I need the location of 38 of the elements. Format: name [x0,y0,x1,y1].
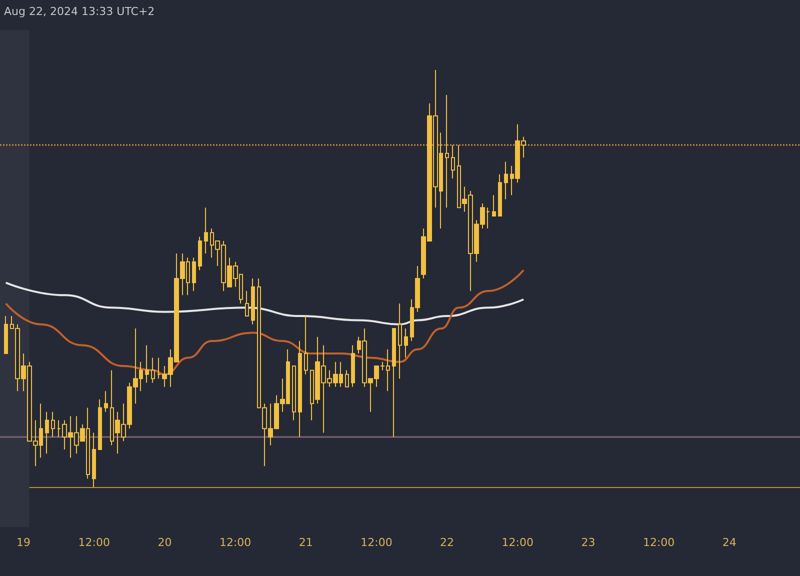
candlestick [4,316,8,354]
x-tick-label: 19 [16,536,31,549]
x-tick-label: 12:00 [502,536,534,549]
x-tick-label: 22 [440,536,454,549]
candlestick [198,236,202,271]
candlestick [392,328,396,438]
candlestick [92,432,96,488]
candlestick [45,411,49,454]
candlestick [192,257,196,292]
candlestick [498,174,502,216]
x-tick-label: 24 [722,536,736,549]
x-tick-label: 12:00 [642,536,675,549]
candlestick [504,161,508,200]
candlestick [204,207,208,254]
candlestick [251,278,255,325]
candlestick [304,316,308,375]
candlestick [104,390,108,412]
candlestick [151,357,155,384]
x-tick-label: 12:00 [360,536,392,549]
x-tick-label: 21 [298,536,313,549]
candlestick [245,290,249,317]
candlestick [51,411,55,438]
candlestick [404,328,408,358]
x-tick-label: 23 [581,536,596,549]
x-tick-label: 12:00 [219,536,252,549]
candlestick [145,344,149,384]
candlestick [451,144,455,179]
candlestick [351,344,355,388]
text: Aug 22, 2024 13:33 UTC+2 [4,5,155,18]
candlestick [492,194,496,216]
candlestick [298,340,302,438]
candlestick [445,94,449,208]
candlestick [292,366,296,421]
x-tick-label: 20 [158,536,172,549]
candlestick [398,303,402,380]
x-tick-label: 12:00 [78,536,110,549]
candlestick [345,370,349,388]
candlestick [98,398,102,450]
